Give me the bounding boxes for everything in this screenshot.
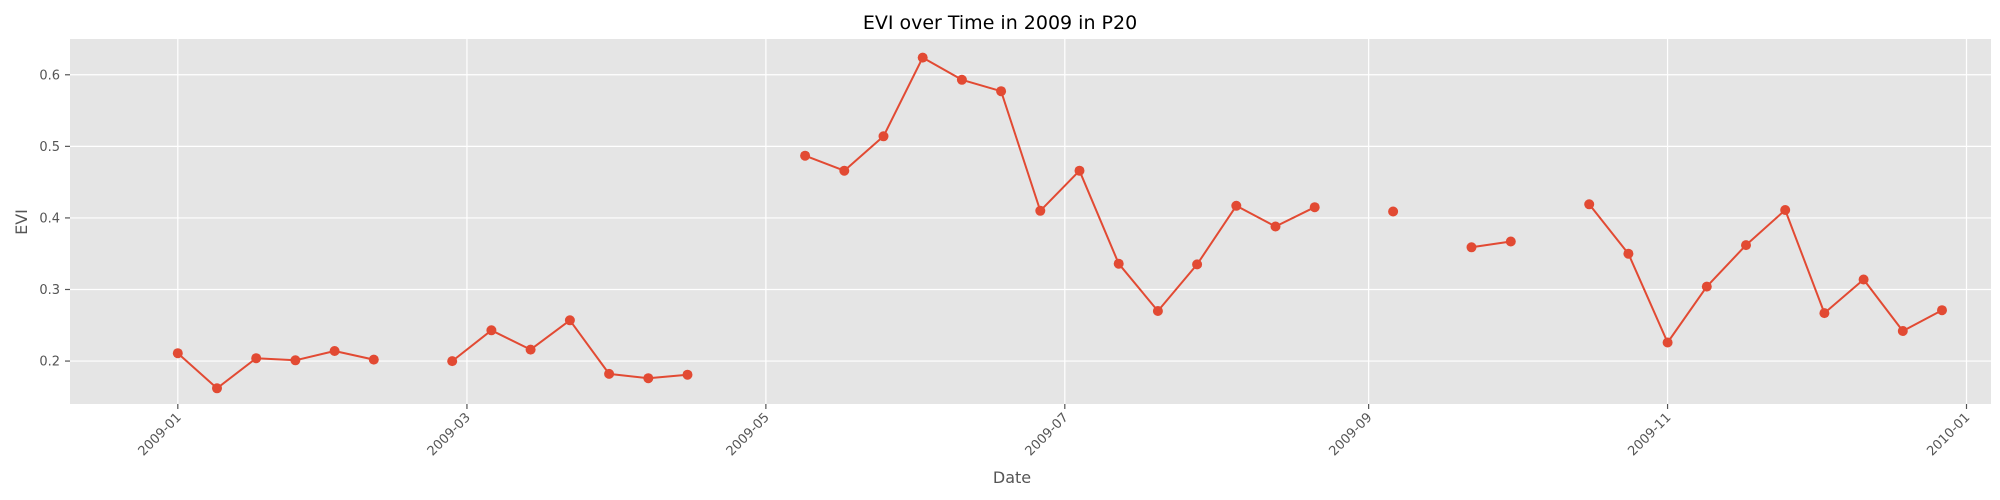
data-point	[1231, 200, 1242, 211]
data-point	[1858, 274, 1869, 285]
data-point	[1466, 242, 1477, 253]
x-axis-title: Date	[993, 468, 1031, 487]
x-tick-label: 2009-07	[1023, 410, 1072, 459]
y-tick-label: 0.2	[39, 355, 60, 370]
data-point	[643, 373, 654, 384]
data-point	[917, 52, 928, 63]
x-tick-label: 2009-05	[724, 410, 773, 459]
data-point	[956, 74, 967, 85]
data-point	[1309, 202, 1320, 213]
y-axis-title: EVI	[12, 209, 31, 235]
data-point	[1819, 308, 1830, 319]
data-point	[1388, 206, 1399, 217]
plot-background	[70, 39, 1991, 404]
data-point	[1152, 306, 1163, 316]
chart-title: EVI over Time in 2009 in P20	[863, 12, 1137, 34]
data-point	[1623, 248, 1634, 259]
data-point	[172, 348, 183, 359]
data-point	[1584, 199, 1595, 210]
data-point	[1741, 240, 1751, 251]
data-point	[1113, 258, 1124, 269]
data-point	[564, 315, 575, 326]
data-point	[329, 346, 340, 356]
data-point	[447, 356, 458, 367]
data-point	[525, 344, 536, 355]
data-point	[1035, 205, 1046, 216]
series-line-segment	[1471, 240, 1511, 249]
x-tick-label: 2010-01	[1924, 410, 1973, 459]
y-tick-label: 0.6	[39, 68, 60, 83]
y-tick-label: 0.3	[39, 283, 60, 298]
data-point	[1897, 326, 1908, 336]
series-evi	[172, 52, 1947, 394]
data-point	[486, 325, 497, 336]
series-line-segment	[804, 56, 1316, 312]
series-line-segment	[177, 350, 375, 390]
x-tick-label: 2009-03	[425, 410, 474, 459]
data-point	[878, 131, 889, 142]
data-point	[212, 383, 222, 394]
data-point	[1505, 236, 1516, 247]
x-tick-label: 2009-11	[1625, 410, 1674, 459]
data-point	[1074, 165, 1085, 176]
data-point	[839, 165, 850, 176]
data-point	[290, 355, 301, 366]
x-tick-label: 2009-01	[136, 410, 185, 459]
data-point	[368, 354, 379, 365]
data-point	[1780, 205, 1791, 215]
data-point	[682, 369, 693, 380]
data-point	[1662, 337, 1673, 348]
y-tick-label: 0.5	[39, 140, 60, 155]
x-axis-ticks: 2009-01 2009-03 2009-05 2009-07 2009-09 2009-…	[136, 404, 1973, 459]
data-point	[251, 353, 262, 364]
data-point	[800, 150, 811, 161]
data-point	[996, 86, 1007, 97]
data-point	[1937, 305, 1947, 316]
y-tick-label: 0.4	[39, 211, 60, 226]
series-line-segment	[1588, 203, 1943, 344]
data-point	[1701, 281, 1712, 292]
data-point	[604, 368, 615, 379]
x-tick-label: 2009-09	[1326, 410, 1375, 459]
data-point	[1192, 259, 1203, 270]
data-point	[1270, 221, 1281, 232]
grid-lines	[70, 39, 1991, 404]
y-axis-ticks: 0.2 0.3 0.4 0.5 0.6	[39, 68, 70, 370]
